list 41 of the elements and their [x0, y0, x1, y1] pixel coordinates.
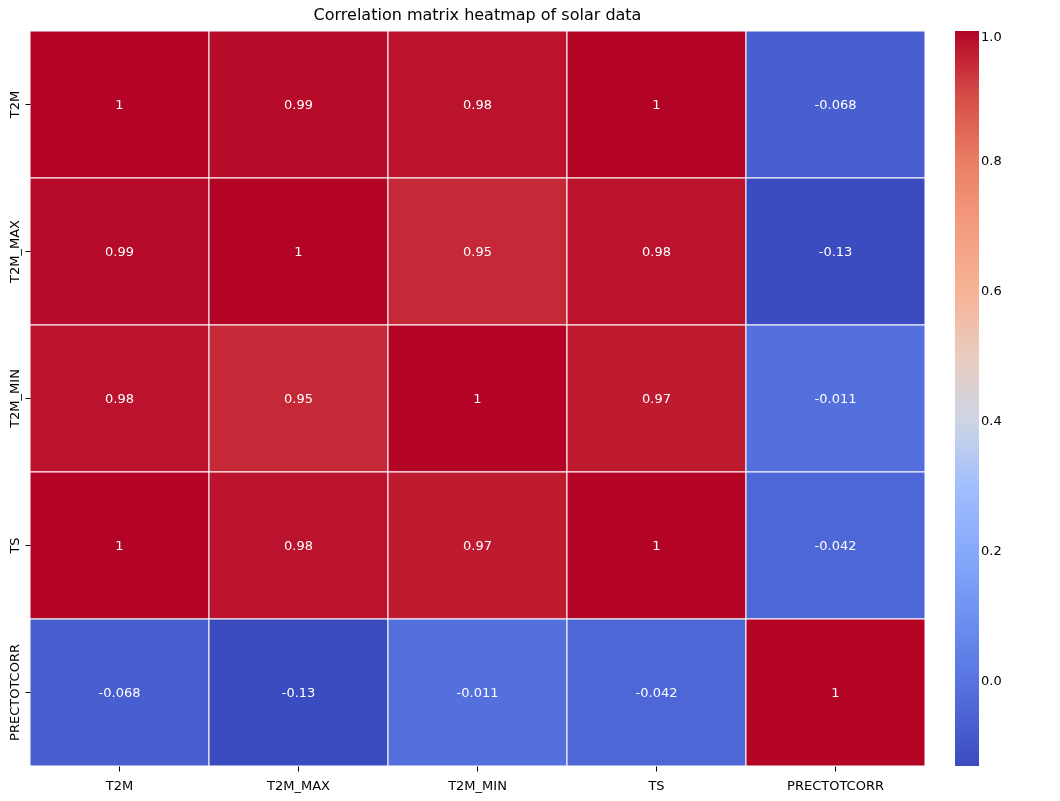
data-label: 0.97	[642, 390, 671, 406]
data-label: 0.98	[642, 243, 671, 259]
data-label: -0.068	[98, 684, 141, 700]
data-label: -0.13	[281, 684, 316, 700]
data-label: 1	[115, 96, 124, 112]
data-label: 0.99	[284, 96, 313, 112]
data-label: 0.95	[463, 243, 492, 259]
x-tick-label: TS	[647, 777, 665, 793]
data-label: 0.95	[284, 390, 313, 406]
color-bar-label: 0.4	[981, 413, 1002, 429]
color-bar-label: 1.0	[981, 29, 1002, 44]
data-label: -0.068	[814, 96, 857, 112]
data-label: 1	[294, 243, 303, 259]
color-bar-label: 0.0	[981, 673, 1002, 689]
x-tick-label: PRECTOTCORR	[787, 777, 884, 793]
data-label: 0.99	[105, 243, 134, 259]
data-label: -0.042	[814, 537, 857, 553]
y-tick-label: TS	[6, 537, 22, 555]
data-label: 1	[473, 390, 482, 406]
y-tick-label: T2M_MAX	[6, 219, 22, 284]
data-label: 0.98	[463, 96, 492, 112]
y-tick-label: T2M_MIN	[6, 369, 22, 429]
color-bar-label: 0.2	[981, 543, 1002, 559]
x-tick-label: T2M_MIN	[447, 777, 507, 793]
data-label: 0.97	[463, 537, 492, 553]
chart-title: Correlation matrix heatmap of solar data	[313, 4, 642, 24]
data-label: 0.98	[105, 390, 134, 406]
data-label: 1	[831, 684, 840, 700]
data-label: 1	[115, 537, 124, 553]
y-tick-label: T2M	[6, 90, 22, 120]
x-tick-label: T2M_MAX	[266, 777, 331, 793]
x-tick-label: T2M	[104, 777, 134, 793]
color-bar-label: 0.6	[981, 283, 1002, 299]
data-label: -0.042	[635, 684, 678, 700]
data-label: -0.011	[814, 390, 857, 406]
data-label: 1	[652, 537, 661, 553]
data-label: -0.13	[818, 243, 853, 259]
data-label: 0.98	[284, 537, 313, 553]
data-label: -0.011	[456, 684, 499, 700]
color-bar-label: 0.8	[981, 153, 1002, 169]
data-label: 1	[652, 96, 661, 112]
